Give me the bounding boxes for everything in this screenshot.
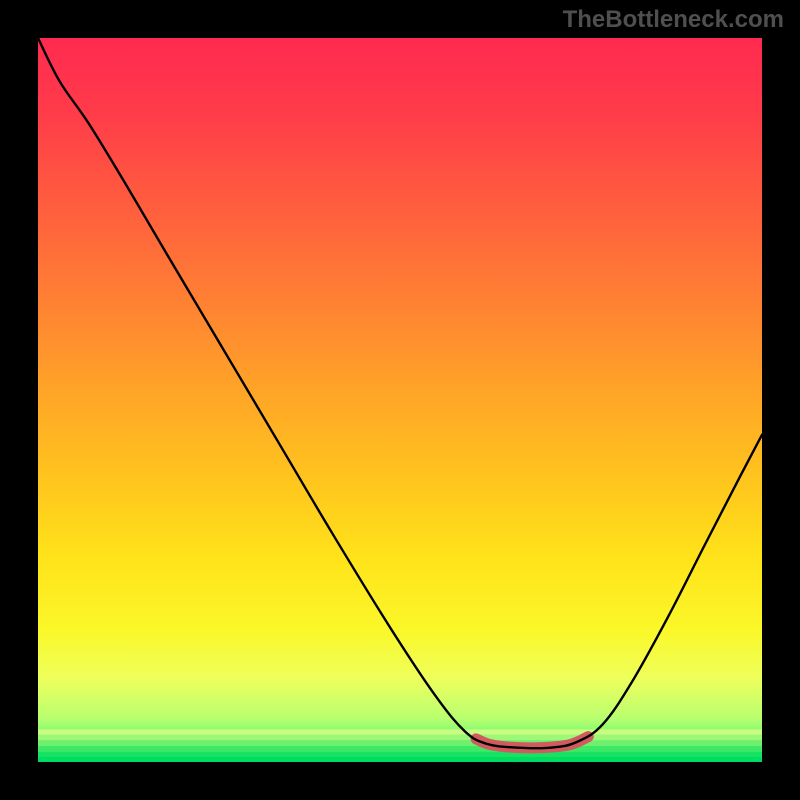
plot-area (38, 38, 762, 762)
gradient-background (38, 38, 762, 762)
bottleneck-chart (0, 0, 800, 800)
bottom-bands (38, 729, 762, 762)
watermark-text: TheBottleneck.com (563, 6, 784, 34)
chart-stage: TheBottleneck.com (0, 0, 800, 800)
